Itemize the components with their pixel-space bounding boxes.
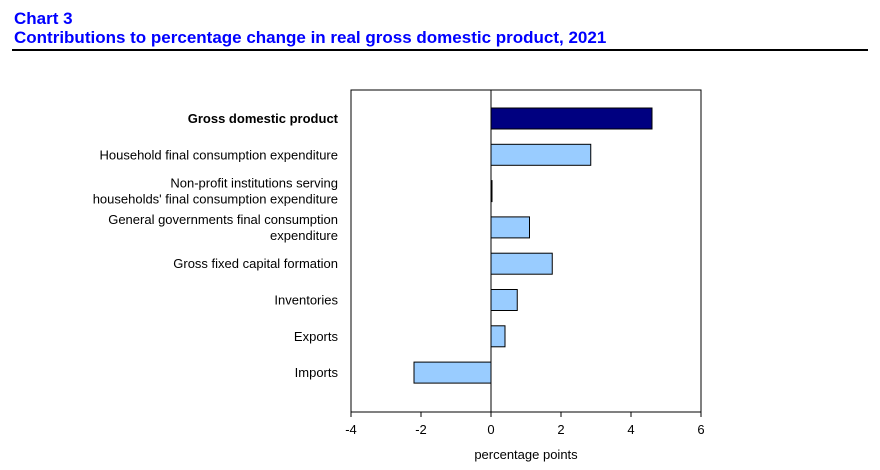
chart-title: Contributions to percentage change in re… [14,28,607,47]
bar-5 [490,289,518,311]
chart-number: Chart 3 [14,9,73,28]
category-label-line: Gross fixed capital formation [173,256,338,271]
category-label: Household final consumption expenditure [100,147,339,162]
bar-1 [490,143,592,166]
category-label-line: Exports [294,329,339,344]
category-label: General governments final consumption exp… [108,212,338,243]
category-label-line: households' final consumption expenditur… [93,192,338,207]
category-label-line: expenditure [270,228,338,243]
category-label-line: Non-profit institutions serving [170,176,338,191]
bar-6 [490,325,506,348]
x-tick-label: 0 [487,422,494,437]
x-tick-label: 2 [557,422,564,437]
category-label: Imports [295,365,339,380]
x-tick-label: 6 [697,422,704,437]
category-label: Inventories [274,293,338,308]
bar-3 [490,216,530,239]
category-label: Exports [294,329,339,344]
header-rule [12,49,868,51]
plot-frame [350,89,702,413]
category-label: Non-profit institutions serving household… [93,176,338,207]
category-label-line: Household final consumption expenditure [100,147,339,162]
bar-4 [490,252,553,275]
category-label-line: Imports [295,365,339,380]
category-label: Gross domestic product [188,111,339,126]
x-tick-label: -2 [415,422,427,437]
bar-total [490,107,653,130]
category-label-line: General governments final consumption [108,212,338,227]
x-tick-label: 4 [627,422,634,437]
category-label: Gross fixed capital formation [173,256,338,271]
chart-header: Chart 3 Contributions to percentage chan… [14,9,606,47]
category-label-line: Inventories [274,293,338,308]
category-label-line: Gross domestic product [188,111,339,126]
x-tick-label: -4 [345,422,357,437]
x-axis-label: percentage points [474,447,578,462]
bar-7 [413,361,492,384]
